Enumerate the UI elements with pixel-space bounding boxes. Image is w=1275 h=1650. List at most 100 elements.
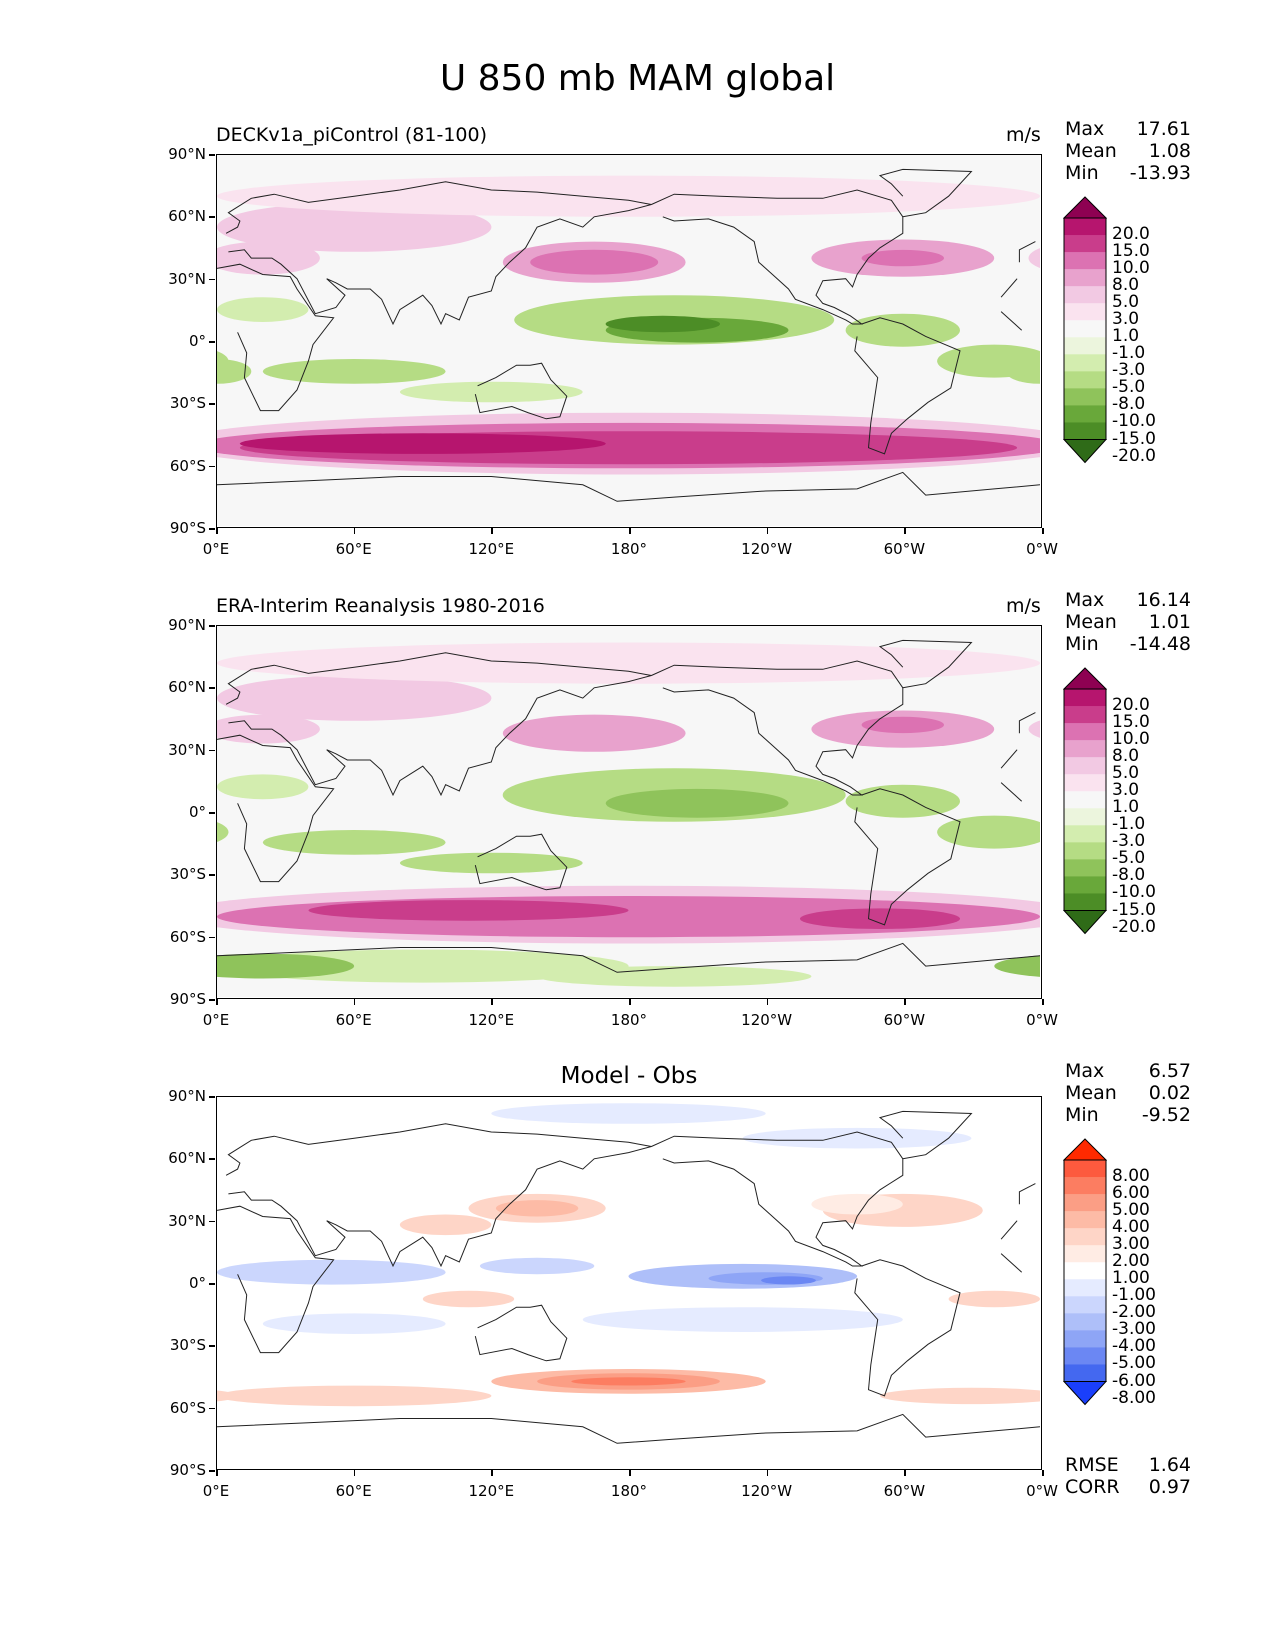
contour-region	[937, 344, 1040, 378]
colorbar-label: 8.0	[1112, 275, 1140, 296]
colorbar-segment	[1064, 405, 1106, 423]
lon-tick-mark	[766, 528, 769, 534]
colorbar-label: 5.0	[1112, 763, 1140, 784]
stat-row: RMSE 1.64	[1065, 1454, 1191, 1476]
contour-region	[994, 955, 1040, 977]
colorbar-label: -5.0	[1112, 377, 1146, 398]
colorbar-max-extend	[1063, 1138, 1107, 1161]
colorbar-segment	[1064, 1262, 1106, 1280]
colorbar-segment	[1064, 706, 1106, 724]
colorbar-segment	[1064, 303, 1106, 321]
colorbar-segment	[1064, 876, 1106, 894]
colorbar-segment	[1064, 286, 1106, 304]
stat-key: Min	[1065, 1104, 1099, 1126]
contour-region	[479, 1257, 595, 1275]
colorbar-segment	[1064, 1279, 1106, 1297]
obs-stats: Max 16.14 Mean 1.01 Min -14.48	[1065, 589, 1191, 655]
contour-region	[217, 1390, 240, 1402]
stat-row: Mean 1.08	[1065, 140, 1191, 162]
colorbar-label: -5.00	[1112, 1353, 1156, 1374]
coastline-group	[217, 168, 1040, 502]
colorbar-max-extend	[1063, 196, 1107, 219]
colorbar-label: -10.0	[1112, 411, 1156, 432]
lat-tick-mark	[209, 812, 215, 814]
lon-tick-mark	[1042, 999, 1044, 1005]
stat-value: 16.14	[1136, 589, 1191, 611]
contour-region	[537, 966, 812, 987]
colorbar-label: 8.0	[1112, 746, 1140, 767]
field-contours	[217, 642, 1040, 987]
lat-tick-label: 90°S	[169, 1461, 206, 1479]
model-units: m/s	[1006, 124, 1041, 146]
colorbar-label: 4.00	[1112, 1217, 1150, 1238]
stat-row: CORR 0.97	[1065, 1476, 1191, 1498]
coastline	[651, 189, 904, 325]
lon-tick-label: 120°W	[741, 1011, 793, 1029]
colorbar-segment	[1064, 842, 1106, 860]
colorbar-label: -3.0	[1112, 831, 1146, 852]
colorbar-segment	[1064, 1160, 1106, 1178]
contour-region	[239, 433, 606, 454]
lon-tick-label: 0°W	[1026, 1011, 1058, 1029]
stat-key: Mean	[1065, 1082, 1117, 1104]
stat-row: Max 16.14	[1065, 589, 1191, 611]
colorbar-segment	[1064, 388, 1106, 406]
lat-tick-mark	[209, 278, 215, 281]
colorbar-label: 10.0	[1112, 729, 1150, 750]
colorbar-segment	[1064, 774, 1106, 792]
contour-region	[761, 1276, 816, 1285]
lat-tick-label: 0°	[188, 332, 206, 350]
lon-tick-label: 0°E	[202, 1482, 230, 1500]
lon-tick-mark	[491, 1470, 493, 1476]
colorbar-segment	[1064, 1194, 1106, 1212]
lat-tick-mark	[209, 528, 215, 530]
model-panel-label: DECKv1a_piControl (81-100)	[216, 124, 488, 146]
lat-tick-mark	[209, 216, 215, 218]
stat-key: Min	[1065, 633, 1099, 655]
contour-region	[217, 351, 229, 372]
contour-region	[217, 642, 1040, 684]
lat-tick-label: 60°N	[168, 207, 206, 226]
coastline	[651, 660, 904, 796]
contour-region	[605, 788, 789, 818]
coastline	[217, 471, 1040, 502]
lon-tick-mark	[216, 528, 218, 534]
colorbar-segment	[1064, 859, 1106, 877]
field-contours	[217, 1103, 1040, 1407]
contour-region	[217, 1385, 492, 1407]
lon-tick-label: 60°W	[883, 1482, 926, 1500]
lon-tick-label: 180°	[610, 540, 648, 558]
lat-tick-mark	[209, 999, 215, 1001]
colorbar-label: 20.0	[1112, 224, 1150, 245]
stat-row: Min -14.48	[1065, 633, 1191, 655]
lon-tick-mark	[1042, 528, 1044, 534]
contour-region	[491, 1103, 766, 1124]
figure-title: U 850 mb MAM global	[439, 58, 836, 99]
lon-tick-label: 180°	[610, 1482, 648, 1500]
lat-tick-label: 90°S	[169, 519, 206, 537]
coastline	[474, 362, 568, 420]
model-colorbar	[1063, 196, 1107, 464]
contour-region	[880, 1387, 1040, 1405]
lat-tick-label: 60°N	[168, 1149, 206, 1168]
lat-tick-mark	[209, 687, 215, 689]
lon-tick-mark	[904, 1470, 906, 1476]
colorbar-segment	[1064, 1228, 1106, 1246]
colorbar-segment	[1064, 1211, 1106, 1229]
lat-tick-mark	[209, 874, 215, 876]
stat-value: 6.57	[1148, 1060, 1191, 1082]
lon-tick-mark	[766, 999, 769, 1005]
obs-map	[216, 625, 1042, 999]
contour-region	[582, 1307, 903, 1332]
coastline	[217, 734, 1023, 883]
colorbar-label: -4.00	[1112, 1336, 1156, 1357]
colorbar-label: 1.00	[1112, 1268, 1150, 1289]
lat-tick-label: 90°S	[169, 990, 206, 1008]
lat-tick-mark	[209, 625, 215, 627]
colorbar-label: 8.00	[1112, 1166, 1150, 1187]
obs-map-svg	[217, 626, 1040, 997]
colorbar-label: 3.0	[1112, 309, 1140, 330]
lon-tick-label: 0°W	[1026, 1482, 1058, 1500]
colorbar-segment	[1064, 1364, 1106, 1382]
lat-tick-mark	[209, 154, 215, 156]
